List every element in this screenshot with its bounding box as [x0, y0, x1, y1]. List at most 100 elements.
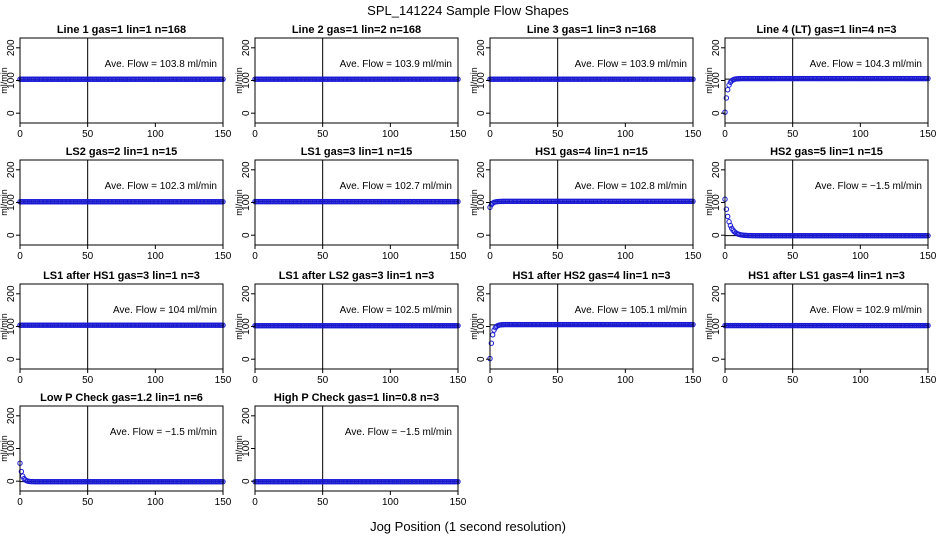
data-point — [725, 213, 731, 220]
panel-4: Line 4 (LT) gas=1 lin=4 n=3 ml/min 0 50 100 1… — [704, 24, 936, 140]
panel-2: Line 2 gas=1 lin=2 n=168 ml/min 0 50 100 150 0… — [234, 24, 467, 140]
y-axis-label: ml/min — [0, 313, 9, 340]
panel-7: HS1 gas=4 lin=1 n=15 ml/min 0 50 100 150 0 100 2… — [469, 146, 702, 262]
x-tick-label: 50 — [552, 129, 564, 140]
data-points — [487, 76, 696, 82]
y-tick-label: 100 — [711, 318, 722, 335]
data-points — [722, 196, 931, 239]
panel-14: High P Check gas=1 lin=0.8 n=3 ml/min 0 50 1… — [234, 392, 467, 508]
x-tick-label: 100 — [382, 129, 399, 140]
y-axis-label: ml/min — [469, 189, 479, 216]
y-tick-label: 100 — [476, 72, 487, 89]
data-points — [17, 460, 226, 485]
x-tick-label: 100 — [382, 251, 399, 262]
y-tick-label: 0 — [476, 232, 487, 238]
y-axis-label: ml/min — [234, 435, 244, 462]
average-flow-annotation: Ave. Flow = 105.1 ml/min — [575, 305, 687, 316]
y-tick-label: 0 — [6, 110, 17, 116]
average-flow-annotation: Ave. Flow = 102.9 ml/min — [810, 305, 922, 316]
average-flow-annotation: Ave. Flow = 104 ml/min — [113, 305, 217, 316]
y-tick-label: 100 — [476, 194, 487, 211]
panel-11: HS1 after HS2 gas=4 lin=1 n=3 ml/min 0 50 10… — [469, 270, 702, 386]
y-tick-label: 200 — [6, 161, 17, 178]
y-axis-label: ml/min — [0, 189, 9, 216]
x-tick-label: 100 — [382, 497, 399, 508]
panel-title: LS1 after LS2 gas=3 lin=1 n=3 — [279, 270, 435, 282]
data-points — [252, 322, 461, 329]
panel-title: Line 1 gas=1 lin=1 n=168 — [57, 24, 186, 36]
panel-title: Line 3 gas=1 lin=3 n=168 — [527, 24, 656, 36]
y-tick-label: 100 — [6, 318, 17, 335]
data-point — [488, 340, 495, 346]
y-tick-label: 200 — [241, 407, 252, 424]
panel-title: High P Check gas=1 lin=0.8 n=3 — [274, 392, 439, 404]
x-tick-label: 150 — [685, 251, 702, 262]
panel-title: HS1 after LS1 gas=4 lin=1 n=3 — [748, 270, 905, 282]
panel-13: Low P Check gas=1.2 lin=1 n=6 ml/min 0 50 10… — [0, 392, 232, 508]
y-tick-label: 200 — [241, 285, 252, 302]
data-points — [487, 198, 696, 211]
x-tick-label: 150 — [450, 129, 467, 140]
x-tick-label: 0 — [487, 129, 493, 140]
y-tick-label: 0 — [241, 356, 252, 362]
y-axis-label: ml/min — [234, 67, 244, 94]
y-tick-label: 0 — [6, 356, 17, 362]
average-flow-annotation: Ave. Flow = 102.3 ml/min — [105, 181, 217, 192]
y-tick-label: 100 — [6, 72, 17, 89]
panel-title: Low P Check gas=1.2 lin=1 n=6 — [40, 392, 203, 404]
x-tick-label: 100 — [147, 497, 164, 508]
y-tick-label: 200 — [6, 285, 17, 302]
y-tick-label: 200 — [476, 285, 487, 302]
y-tick-label: 100 — [241, 194, 252, 211]
data-points — [252, 76, 461, 82]
x-tick-label: 0 — [17, 251, 23, 262]
x-tick-label: 0 — [252, 497, 258, 508]
y-tick-label: 200 — [241, 39, 252, 56]
x-tick-label: 100 — [147, 375, 164, 386]
y-tick-label: 0 — [241, 110, 252, 116]
x-tick-label: 100 — [852, 375, 869, 386]
x-tick-label: 50 — [82, 375, 94, 386]
panel-12: HS1 after LS1 gas=4 lin=1 n=3 ml/min 0 50 10… — [704, 270, 936, 386]
x-tick-label: 100 — [852, 129, 869, 140]
y-tick-label: 100 — [711, 72, 722, 89]
panel-9: LS1 after HS1 gas=3 lin=1 n=3 ml/min 0 50 10… — [0, 270, 232, 386]
average-flow-annotation: Ave. Flow = 103.9 ml/min — [575, 59, 687, 70]
y-tick-label: 100 — [711, 194, 722, 211]
x-tick-label: 50 — [787, 251, 799, 262]
x-tick-label: 0 — [17, 497, 23, 508]
data-points — [487, 321, 696, 362]
x-tick-label: 100 — [617, 375, 634, 386]
y-axis-label: ml/min — [469, 67, 479, 94]
x-tick-label: 50 — [552, 251, 564, 262]
x-tick-label: 150 — [450, 251, 467, 262]
panel-grid: Line 1 gas=1 lin=1 n=168 ml/min 0 50 100 150 0… — [0, 24, 936, 508]
panel-title: HS2 gas=5 lin=1 n=15 — [770, 146, 883, 158]
data-point — [726, 82, 732, 88]
average-flow-annotation: Ave. Flow = −1.5 ml/min — [345, 427, 452, 438]
y-tick-label: 0 — [711, 232, 722, 238]
y-tick-label: 200 — [711, 161, 722, 178]
x-tick-label: 100 — [147, 251, 164, 262]
average-flow-annotation: Ave. Flow = 102.7 ml/min — [340, 181, 452, 192]
y-tick-label: 0 — [6, 478, 17, 484]
x-tick-label: 0 — [252, 129, 258, 140]
y-tick-label: 200 — [6, 407, 17, 424]
x-tick-label: 50 — [787, 375, 799, 386]
y-tick-label: 100 — [6, 440, 17, 457]
data-points — [252, 198, 461, 205]
y-tick-label: 200 — [6, 39, 17, 56]
data-point — [18, 468, 25, 475]
x-tick-label: 50 — [82, 129, 94, 140]
x-tick-label: 50 — [82, 251, 94, 262]
y-tick-label: 0 — [241, 478, 252, 484]
x-tick-label: 50 — [787, 129, 799, 140]
y-tick-label: 0 — [476, 356, 487, 362]
x-tick-label: 0 — [722, 251, 728, 262]
panel-5: LS2 gas=2 lin=1 n=15 ml/min 0 50 100 150 0 100 2… — [0, 146, 232, 262]
x-tick-label: 150 — [685, 129, 702, 140]
plot-box — [19, 405, 224, 492]
panel-3: Line 3 gas=1 lin=3 n=168 ml/min 0 50 100 150 0… — [469, 24, 702, 140]
y-axis-label: ml/min — [0, 67, 9, 94]
